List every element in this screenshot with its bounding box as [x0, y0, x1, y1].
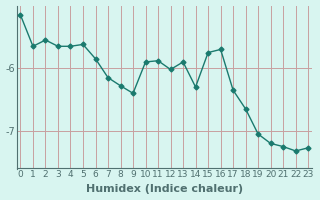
X-axis label: Humidex (Indice chaleur): Humidex (Indice chaleur): [86, 184, 243, 194]
